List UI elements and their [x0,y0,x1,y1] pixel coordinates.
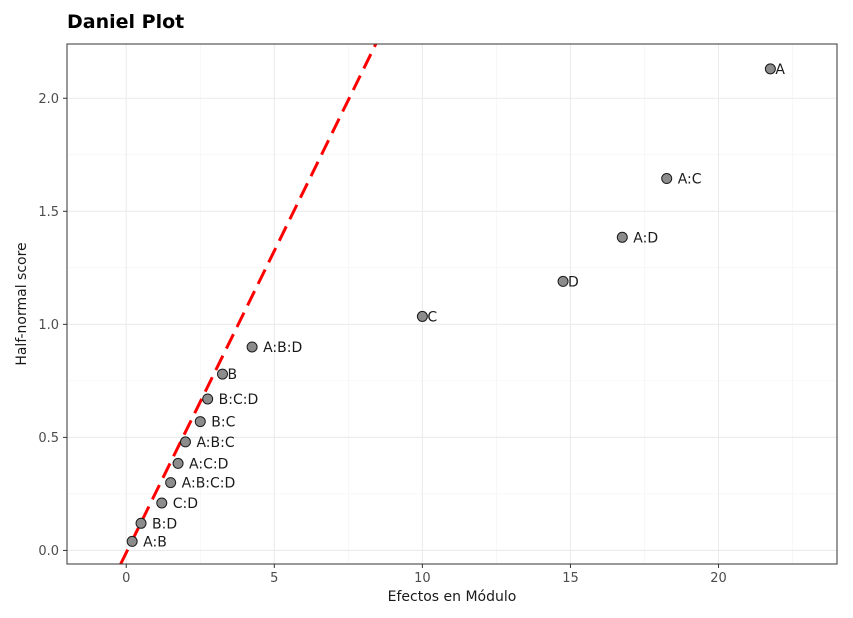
x-tick-label: 20 [710,571,727,586]
y-tick-label: 0.0 [38,544,59,559]
point-label: A:B:D [263,340,302,356]
point-label: A:D [633,230,658,246]
data-point [216,368,228,380]
x-tick-label: 10 [414,571,431,586]
x-axis-title: Efectos en Módulo [388,589,517,605]
point-label: B [227,367,237,383]
x-tick-label: 0 [122,571,130,586]
y-axis-ticks: 0.0 0.5 1.0 1.5 2.0 [38,92,67,559]
data-point [135,517,147,529]
data-point [172,457,184,469]
point-label: C:D [173,496,198,512]
data-point [202,393,214,405]
chart-title: Daniel Plot [67,11,185,33]
point-labels-group: A:B B:D C:D A:B:C:D A:C:D A:B:C B:C B:C:D B A:B:D… [143,62,785,551]
grid [67,44,837,564]
point-label: A:B [143,534,167,550]
reference-line-group [119,43,378,565]
data-point [126,535,138,547]
reference-line [119,43,378,565]
point-label: D [568,274,579,290]
data-point [246,341,258,353]
data-point [764,63,776,75]
point-label: A [775,62,785,78]
point-label: A:C [678,172,702,188]
point-label: A:B:C [196,435,234,451]
x-tick-label: 5 [270,571,278,586]
data-point [194,416,206,428]
data-point [616,231,628,243]
y-tick-label: 1.0 [38,318,59,333]
point-label: A:B:C:D [182,476,236,492]
plot-border [66,43,838,565]
x-tick-label: 15 [562,571,579,586]
data-point [179,436,191,448]
data-point [416,310,428,322]
y-tick-label: 0.5 [38,431,59,446]
data-point [661,173,673,185]
data-point [165,477,177,489]
point-label: C [427,309,437,325]
point-label: A:C:D [189,456,228,472]
plot-panel [67,44,837,564]
data-point [557,275,569,287]
point-label: B:C [211,415,235,431]
y-tick-label: 2.0 [38,92,59,107]
data-point [156,497,168,509]
y-tick-label: 1.5 [38,205,59,220]
points-group [126,63,776,547]
point-label: B:D [152,516,177,532]
point-label: B:C:D [219,392,259,408]
x-axis-ticks: 0 5 10 15 20 [122,564,727,586]
y-axis-title: Half-normal score [14,242,30,365]
